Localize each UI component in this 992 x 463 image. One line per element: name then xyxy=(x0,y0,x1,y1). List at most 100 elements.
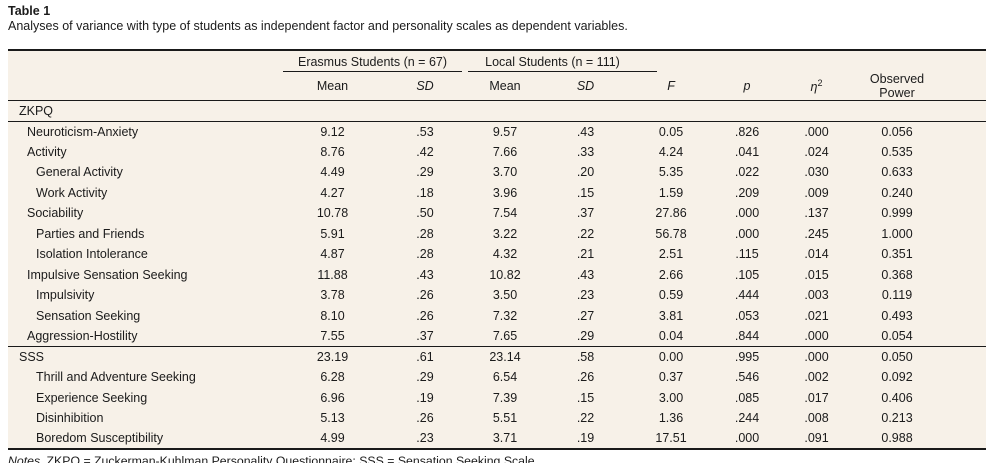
cell-mean-local: 7.32 xyxy=(492,308,518,323)
cell-eta2: .014 xyxy=(804,247,829,262)
cell-mean-erasmus: 8.10 xyxy=(320,308,345,323)
row-label: Thrill and Adventure Seeking xyxy=(36,370,196,385)
row-label: Isolation Intolerance xyxy=(36,247,148,262)
row-label: Sociability xyxy=(27,206,84,221)
cell-observed-power: 0.119 xyxy=(881,288,913,303)
cell-f: 0.04 xyxy=(658,329,684,343)
group-header-row: Erasmus Students (n = 67) Local Students… xyxy=(8,50,986,72)
cell-observed-power: 0.050 xyxy=(852,346,987,367)
notes-text: ZKPQ = Zuckerman-Kuhlman Personality Que… xyxy=(46,454,538,463)
column-header-p: p xyxy=(713,72,782,101)
cell-sd-local: .19 xyxy=(576,431,595,446)
table-row: Sensation Seeking 8.10 .26 7.32 .27 3.81 .053.… xyxy=(8,306,986,327)
spacer-cell xyxy=(8,50,283,72)
row-label: Disinhibition xyxy=(36,411,104,426)
table-row: Work Activity 4.27 .18 3.96 .15 1.59 .209 .009 0… xyxy=(8,183,986,204)
cell-eta2: .000 xyxy=(804,124,829,139)
cell-eta2: .002 xyxy=(804,370,829,385)
cell-eta2: .008 xyxy=(804,411,829,426)
cell-sd-erasmus: .42 xyxy=(416,144,434,159)
table-row: Experience Seeking 6.96 .19 7.39 .15 3.00 .085… xyxy=(8,388,986,409)
row-label: Boredom Susceptibility xyxy=(36,431,164,446)
table-row: SSS 23.19.61 23.14.58 0.00.995.000 0.050 xyxy=(8,346,987,367)
cell-eta2: .030 xyxy=(804,165,829,180)
cell-sd-erasmus: .53 xyxy=(416,124,434,139)
row-label: Sensation Seeking xyxy=(36,308,141,323)
row-label: General Activity xyxy=(36,165,123,180)
cell-observed-power: 0.633 xyxy=(881,165,913,180)
column-header-sd-erasmus: SD xyxy=(382,72,468,101)
table-row: Sociability 10.78 .50 7.54 .37 27.86 .000 .137 0… xyxy=(8,203,986,224)
cell-mean-erasmus: 5.13 xyxy=(320,411,345,426)
cell-mean-erasmus: 3.78 xyxy=(320,288,345,303)
cell-mean-local: 3.96 xyxy=(492,185,518,200)
table-row: Impulsivity 3.78 .26 3.50 .23 0.59 .444 .003 0.1… xyxy=(8,285,986,306)
cell-sd-local: .26 xyxy=(576,370,595,385)
cell-p: .844 xyxy=(734,329,760,343)
table-body: ZKPQ Neuroticism-Anxiety 9.12 .53 9.57 .43 0.0… xyxy=(8,100,987,450)
table-row: Parties and Friends 5.91 .28 3.22 .22 56.78 .0… xyxy=(8,224,986,245)
cell-mean-erasmus: 4.27 xyxy=(320,185,345,200)
cell-mean-local: 5.51 xyxy=(492,411,518,426)
cell-mean-erasmus: 6.96 xyxy=(320,390,345,405)
cell-p: .115 xyxy=(735,247,759,262)
cell-mean-erasmus: 11.88 xyxy=(317,267,348,282)
column-header-f: F xyxy=(629,72,714,101)
cell-sd-local: .20 xyxy=(576,165,595,180)
cell-sd-local: .15 xyxy=(576,185,595,200)
row-label: SSS xyxy=(8,346,283,367)
cell-sd-erasmus: .37 xyxy=(416,329,434,343)
cell-f: 27.86 xyxy=(655,206,687,221)
group-header-local: Local Students (n = 111) xyxy=(468,50,658,72)
cell-p: .000 xyxy=(734,226,760,241)
column-header-sd-local: SD xyxy=(542,72,630,101)
cell-f: 3.81 xyxy=(658,308,684,323)
table-header: Erasmus Students (n = 67) Local Students… xyxy=(8,50,987,101)
cell-mean-local: 7.54 xyxy=(492,206,518,221)
cell-f: 2.51 xyxy=(658,247,684,262)
cell-sd-erasmus: .23 xyxy=(416,431,434,446)
cell-p: .085 xyxy=(734,390,760,405)
column-header-mean-local: Mean xyxy=(468,72,542,101)
group-header-erasmus-label: Erasmus Students (n = 67) xyxy=(283,55,462,72)
row-label: Aggression-Hostility xyxy=(27,329,138,343)
cell-sd-erasmus: .18 xyxy=(416,185,434,200)
cell-mean-erasmus: 9.12 xyxy=(320,124,345,139)
cell-sd-erasmus: .29 xyxy=(416,370,434,385)
cell-sd-local: .29 xyxy=(576,329,595,343)
spacer-cell xyxy=(852,50,986,72)
cell-eta2: .245 xyxy=(804,226,829,241)
cell-mean-local: 3.70 xyxy=(492,165,518,180)
cell-p: .444 xyxy=(734,288,760,303)
table-row: Isolation Intolerance 4.87 .28 4.32 .21 2.51.… xyxy=(8,244,986,265)
row-label: Neuroticism-Anxiety xyxy=(27,124,139,139)
cell-sd-erasmus: .50 xyxy=(416,206,434,221)
cell-eta2: .000 xyxy=(804,329,829,343)
cell-p: .546 xyxy=(734,370,760,385)
cell-mean-erasmus: 10.78 xyxy=(316,206,349,221)
row-label: ZKPQ xyxy=(8,100,283,122)
eta-superscript: 2 xyxy=(817,77,823,88)
cell-sd-local: .21 xyxy=(576,247,595,262)
cell-sd-erasmus: .29 xyxy=(416,165,434,180)
row-label: Experience Seeking xyxy=(36,390,148,405)
spacer-cell xyxy=(629,50,713,72)
cell-eta2: .091 xyxy=(804,431,829,446)
notes-label: Notes. xyxy=(8,454,44,463)
row-label: Work Activity xyxy=(36,185,108,200)
cell-p: .041 xyxy=(734,144,760,159)
column-header-row: Mean SD Mean SD F p η2 Observed Power xyxy=(8,72,987,101)
cell-f: 1.59 xyxy=(658,185,684,200)
cell-observed-power: 0.535 xyxy=(881,144,913,159)
cell-f: 0.59 xyxy=(658,288,684,303)
cell-sd-erasmus: .43 xyxy=(416,267,434,282)
cell-mean-erasmus: 23.19 xyxy=(283,346,382,367)
cell-p: .995 xyxy=(713,346,782,367)
cell-eta2: .017 xyxy=(804,390,829,405)
column-header-observed-power: Observed Power xyxy=(852,72,987,101)
cell-sd-erasmus: .61 xyxy=(382,346,468,367)
cell-mean-erasmus: 5.91 xyxy=(320,226,345,241)
cell-observed-power: 0.092 xyxy=(881,370,913,385)
table-row: Thrill and Adventure Seeking 6.28 .29 6.54.… xyxy=(8,367,986,388)
